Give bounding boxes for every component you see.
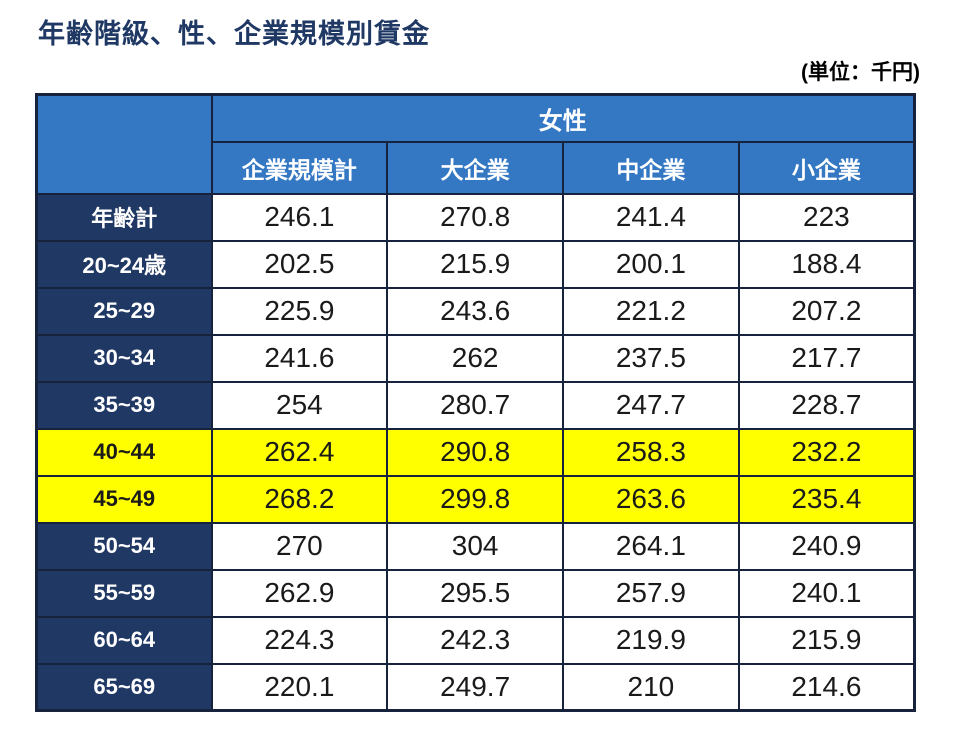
row-label: 40~44: [35, 427, 213, 477]
value-cell: 262: [386, 333, 564, 383]
value-cell: 262.4: [210, 427, 389, 477]
value-cell: 188.4: [737, 239, 916, 289]
value-cell: 270.8: [386, 192, 564, 242]
column-header-3: 中企業: [562, 140, 740, 195]
value-cell: 299.8: [386, 474, 564, 524]
value-cell: 262.9: [210, 568, 389, 618]
value-cell: 240.1: [737, 568, 916, 618]
value-cell: 200.1: [562, 239, 740, 289]
value-cell: 263.6: [562, 474, 740, 524]
value-cell: 221.2: [562, 286, 740, 336]
value-cell: 243.6: [386, 286, 564, 336]
value-cell: 223: [737, 192, 916, 242]
value-cell: 224.3: [210, 615, 389, 665]
value-cell: 249.7: [386, 662, 564, 712]
value-cell: 210: [562, 662, 740, 712]
value-cell: 225.9: [210, 286, 389, 336]
value-cell: 254: [210, 380, 389, 430]
group-header-female: 女性: [210, 93, 916, 143]
value-cell: 270: [210, 521, 389, 571]
row-label: 60~64: [35, 615, 213, 665]
page-title: 年齢階級、性、企業規模別賃金: [38, 19, 430, 49]
value-cell: 290.8: [386, 427, 564, 477]
value-cell: 220.1: [210, 662, 389, 712]
value-cell: 240.9: [737, 521, 916, 571]
corner-cell: [35, 93, 213, 195]
table-row: 60~64 224.3 242.3 219.9 215.9: [35, 615, 916, 665]
value-cell: 258.3: [562, 427, 740, 477]
table-row: 35~39 254 280.7 247.7 228.7: [35, 380, 916, 430]
value-cell: 247.7: [562, 380, 740, 430]
table-row: 55~59 262.9 295.5 257.9 240.1: [35, 568, 916, 618]
value-cell: 207.2: [737, 286, 916, 336]
value-cell: 295.5: [386, 568, 564, 618]
value-cell: 232.2: [737, 427, 916, 477]
value-cell: 202.5: [210, 239, 389, 289]
unit-label: (単位：千円): [801, 61, 920, 84]
table-row: 45~49 268.2 299.8 263.6 235.4: [35, 474, 916, 524]
value-cell: 219.9: [562, 615, 740, 665]
value-cell: 241.4: [562, 192, 740, 242]
value-cell: 235.4: [737, 474, 916, 524]
value-cell: 214.6: [737, 662, 916, 712]
table-row: 30~34 241.6 262 237.5 217.7: [35, 333, 916, 383]
row-label: 30~34: [35, 333, 213, 383]
table-row: 年齢計 246.1 270.8 241.4 223: [35, 192, 916, 242]
row-label: 65~69: [35, 662, 213, 712]
value-cell: 237.5: [562, 333, 740, 383]
row-label: 年齢計: [35, 192, 213, 242]
group-header-row: 女性: [35, 93, 916, 195]
value-cell: 280.7: [386, 380, 564, 430]
table-header: 女性 企業規模計 大企業 中企業 小企業: [35, 93, 916, 195]
value-cell: 264.1: [562, 521, 740, 571]
row-label: 50~54: [35, 521, 213, 571]
value-cell: 215.9: [737, 615, 916, 665]
column-header-1: 企業規模計: [210, 140, 389, 195]
table-row: 20~24歳 202.5 215.9 200.1 188.4: [35, 239, 916, 289]
column-header-2: 大企業: [386, 140, 564, 195]
row-label: 55~59: [35, 568, 213, 618]
table-row: 40~44 262.4 290.8 258.3 232.2: [35, 427, 916, 477]
row-label: 35~39: [35, 380, 213, 430]
table-row: 50~54 270 304 264.1 240.9: [35, 521, 916, 571]
value-cell: 217.7: [737, 333, 916, 383]
table-row: 25~29 225.9 243.6 221.2 207.2: [35, 286, 916, 336]
column-header-4: 小企業: [737, 140, 916, 195]
value-cell: 242.3: [386, 615, 564, 665]
column-header-row: 企業規模計 大企業 中企業 小企業: [37, 140, 916, 195]
value-cell: 215.9: [386, 239, 564, 289]
row-label: 20~24歳: [35, 239, 213, 289]
value-cell: 228.7: [737, 380, 916, 430]
row-label: 25~29: [35, 286, 213, 336]
value-cell: 257.9: [562, 568, 740, 618]
row-label: 45~49: [35, 474, 213, 524]
value-cell: 241.6: [210, 333, 389, 383]
wage-table: 女性 企業規模計 大企業 中企業 小企業 年齢計 246.1 270.8 241.4 223 2…: [35, 93, 916, 712]
table-body: 年齢計 246.1 270.8 241.4 223 20~24歳 202.5 215.9 200…: [35, 192, 916, 712]
table-row: 65~69 220.1 249.7 210 214.6: [35, 662, 916, 712]
value-cell: 304: [386, 521, 564, 571]
value-cell: 246.1: [210, 192, 389, 242]
value-cell: 268.2: [210, 474, 389, 524]
